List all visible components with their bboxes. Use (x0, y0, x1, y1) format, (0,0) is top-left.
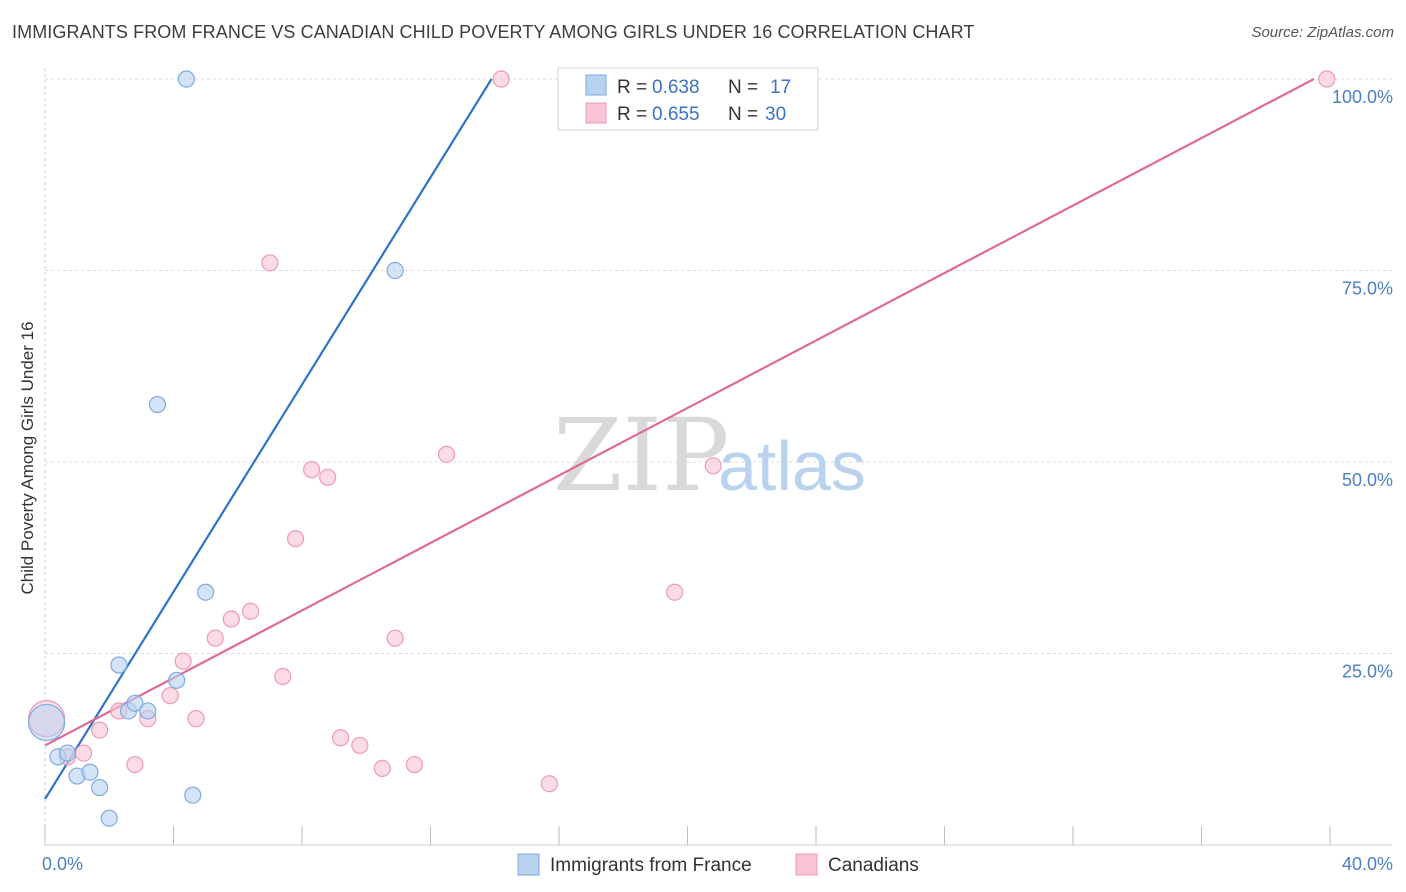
pink-point (206, 629, 224, 647)
y-axis-label: Child Poverty Among Girls Under 16 (18, 321, 37, 594)
watermark-zip: ZIP (553, 397, 729, 514)
series-legend: Immigrants from France Canadians (517, 853, 919, 876)
pink-point (492, 70, 510, 88)
x-tick-labels: 0.0% 40.0% (42, 854, 1393, 874)
chart-title: IMMIGRANTS FROM FRANCE VS CANADIAN CHILD… (12, 22, 975, 42)
legend-swatch-pink (585, 102, 607, 124)
pink-point (74, 744, 93, 762)
pink-point (161, 687, 179, 705)
legend-n-value-1: 17 (770, 77, 791, 98)
pink-point (437, 445, 456, 463)
y-tick-label: 100.0% (1332, 87, 1393, 107)
y-tick-label: 75.0% (1342, 279, 1393, 299)
y-tick-labels: 25.0% 50.0% 75.0% 100.0% (1332, 87, 1393, 682)
legend-n-value-2: 30 (765, 104, 786, 125)
pink-point (261, 254, 279, 272)
pink-point (373, 759, 391, 778)
correlation-legend: R = 0.638 N = 17 R = 0.655 N = 30 (557, 67, 819, 131)
pink-point (303, 461, 321, 479)
blue-point (386, 261, 404, 280)
legend-r-value-1: 0.638 (652, 77, 700, 98)
blue-point (148, 395, 167, 414)
pink-point (91, 721, 109, 739)
pink-point (319, 468, 337, 486)
pink-point (222, 610, 240, 628)
trendlines-layer (44, 78, 1315, 800)
points-layer (28, 70, 1336, 827)
blue-point (197, 583, 215, 601)
blue-point (81, 763, 99, 781)
bottom-legend-label-pink: Canadians (828, 855, 919, 876)
blue-point (100, 809, 118, 827)
pink-point (351, 736, 369, 755)
blue-point (28, 703, 66, 742)
bottom-legend-swatch-pink (795, 853, 818, 876)
y-tick-label: 50.0% (1342, 470, 1393, 490)
pink-point (704, 457, 722, 475)
blue-point (177, 70, 195, 88)
pink-point (405, 755, 424, 774)
legend-swatch-blue (585, 74, 607, 96)
pink-point (331, 729, 350, 747)
pink-point (386, 629, 404, 647)
grid-layer (45, 78, 1392, 654)
blue-point (91, 778, 109, 797)
blue-point (139, 702, 157, 720)
blue-point (168, 671, 186, 689)
blue-point (184, 786, 202, 804)
bottom-legend-label-blue: Immigrants from France (550, 855, 752, 876)
pink-point (540, 775, 558, 793)
legend-r-value-2: 0.655 (652, 104, 700, 125)
pink-point (126, 755, 144, 774)
legend-n-label-2: N = (728, 104, 758, 125)
bottom-legend-swatch-blue (517, 853, 540, 876)
watermark-atlas: atlas (718, 427, 866, 505)
blue-trendline (44, 78, 493, 800)
legend-n-label-1: N = (728, 77, 758, 98)
legend-r-label-2: R = (617, 104, 647, 125)
blue-point (58, 744, 77, 762)
axes-layer (44, 68, 1392, 846)
y-tick-label: 25.0% (1342, 662, 1393, 682)
pink-point (242, 602, 260, 620)
x-tick-label: 0.0% (42, 854, 83, 874)
pink-point (286, 529, 305, 548)
blue-point (110, 656, 128, 674)
pink-point (174, 652, 192, 670)
x-tick-label: 40.0% (1342, 854, 1393, 874)
pink-point (1318, 70, 1336, 88)
pink-trendline (44, 78, 1315, 747)
legend-r-label-1: R = (617, 77, 647, 98)
pink-point (274, 667, 292, 686)
watermark: ZIP atlas (553, 397, 866, 514)
blue-point (126, 694, 144, 712)
source-note: Source: ZipAtlas.com (1251, 24, 1394, 41)
pink-point (666, 583, 684, 601)
pink-point (187, 710, 205, 728)
